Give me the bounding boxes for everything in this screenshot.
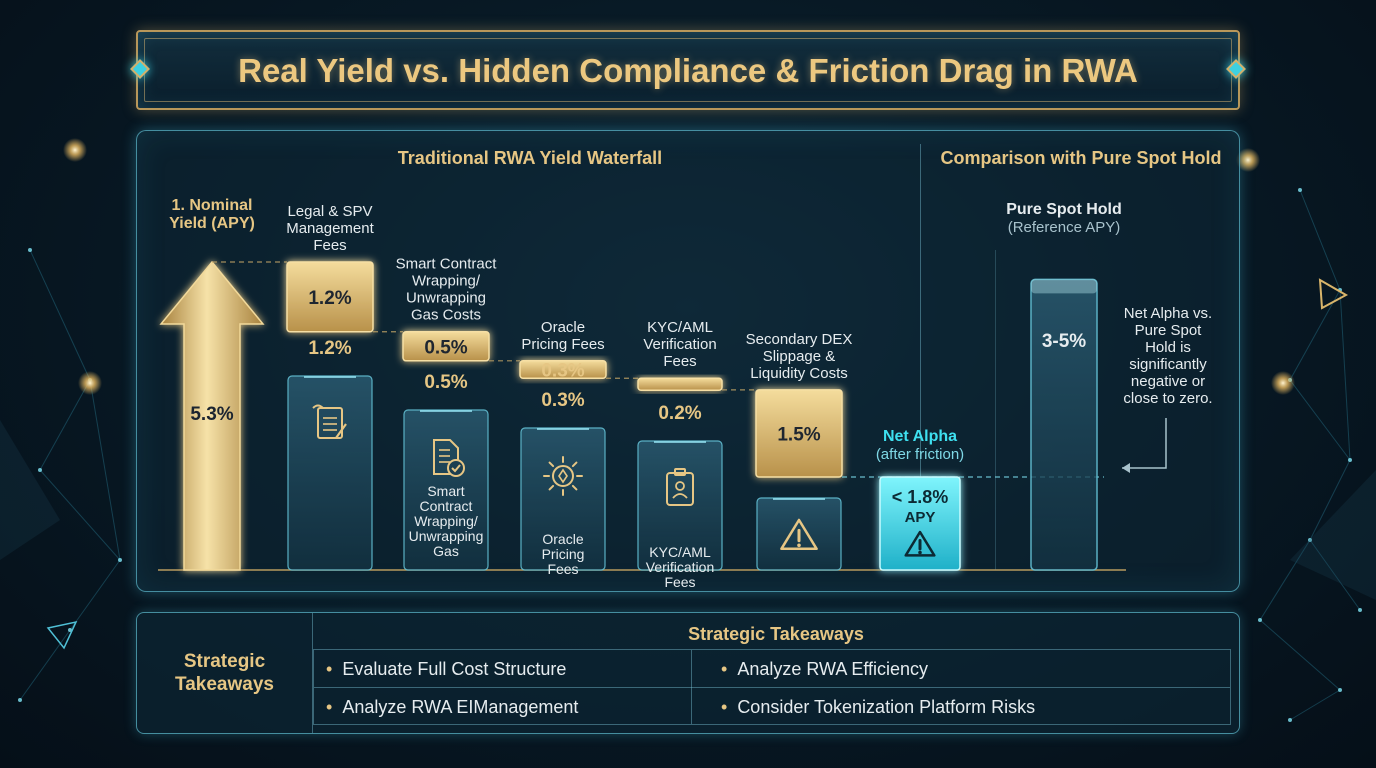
comparison-left-rule xyxy=(995,250,996,570)
net-alpha-bar xyxy=(879,476,961,571)
spot-hold-sub-label: (Reference APY) xyxy=(1008,219,1121,236)
cost-block xyxy=(755,389,843,478)
comparison-annotation: Net Alpha vs. Pure Spot Hold is significant… xyxy=(1123,305,1212,407)
takeaway-item: • Analyze RWA EIManagement xyxy=(326,697,579,717)
net-alpha-unit: APY xyxy=(905,509,936,526)
cost-block-value: 1.2% xyxy=(308,288,351,309)
cost-block xyxy=(637,377,723,391)
warning-icon xyxy=(780,518,818,551)
cost-sub-value: 1.2% xyxy=(308,338,351,359)
spot-hold-value: 3-5% xyxy=(1042,331,1086,352)
takeaway-item: • Consider Tokenization Platform Risks xyxy=(721,697,1036,717)
spot-hold-label: Pure Spot Hold xyxy=(1006,201,1122,218)
takeaways-side-label: Strategic Takeaways xyxy=(137,613,313,733)
takeaways-panel: Strategic Takeaways Strategic Takeaways … xyxy=(136,612,1240,734)
cost-sub-value: 0.3% xyxy=(541,390,584,411)
takeaways-heading: Strategic Takeaways xyxy=(688,624,864,644)
cost-block-value: 1.5% xyxy=(777,424,820,445)
cost-category-label: Oracle Pricing Fees xyxy=(521,319,604,353)
net-alpha-value: < 1.8% xyxy=(892,487,949,507)
cost-block xyxy=(519,360,607,379)
contract-check-icon xyxy=(433,439,465,477)
comparison-title: Comparison with Pure Spot Hold xyxy=(940,148,1222,168)
nominal-value-label: 5.3% xyxy=(190,404,233,425)
cost-block xyxy=(286,261,374,333)
annotation-arrow-line xyxy=(1122,418,1167,469)
cost-block-value: 0.5% xyxy=(424,337,467,358)
title-banner: Real Yield vs. Hidden Compliance & Frict… xyxy=(136,30,1240,110)
takeaways-grid: • Evaluate Full Cost Structure • Analyze R… xyxy=(313,649,1231,725)
nominal-yield-arrow-icon xyxy=(159,260,265,571)
cost-block xyxy=(402,330,490,362)
cost-category-label: Legal & SPV Management Fees xyxy=(286,203,374,254)
cost-block-value: 0.3% xyxy=(541,361,584,382)
cost-sub-value: 0.2% xyxy=(658,403,701,424)
annotation-arrow-icon xyxy=(1122,463,1130,473)
takeaway-item: • Analyze RWA Efficiency xyxy=(721,659,929,679)
legal-document-icon xyxy=(312,404,347,439)
net-alpha-warning-icon xyxy=(904,530,936,557)
glass-bar-label: Smart Contract Wrapping/Unwrapping Gas xyxy=(409,483,484,559)
spot-hold-bar-cap xyxy=(1031,279,1097,294)
cost-category-label: Secondary DEX Slippage & Liquidity Costs xyxy=(746,331,853,382)
panel-divider xyxy=(920,144,921,568)
takeaway-item: • Evaluate Full Cost Structure xyxy=(326,659,567,679)
oracle-coin-icon xyxy=(543,456,583,496)
glass-bar-label: Oracle Pricing Fees xyxy=(542,531,585,577)
cost-sub-value: 0.5% xyxy=(424,372,467,393)
net-alpha-label: Net Alpha xyxy=(883,428,957,445)
id-badge-icon xyxy=(666,468,694,506)
waterfall-title: Traditional RWA Yield Waterfall xyxy=(397,148,663,168)
net-alpha-sub-label: (after friction) xyxy=(876,446,964,463)
cost-category-label: Smart Contract Wrapping/Unwrapping Gas Cos… xyxy=(396,256,498,324)
spot-hold-bar xyxy=(1030,278,1098,571)
page-title: Real Yield vs. Hidden Compliance & Frict… xyxy=(238,52,1138,89)
cost-glass-bar xyxy=(287,375,373,571)
cost-category-label: KYC/AML Verification Fees xyxy=(643,319,716,370)
glass-bar-label: KYC/AML Verification Fees xyxy=(646,544,714,590)
nominal-label: 1. Nominal Yield (APY) xyxy=(169,197,255,232)
